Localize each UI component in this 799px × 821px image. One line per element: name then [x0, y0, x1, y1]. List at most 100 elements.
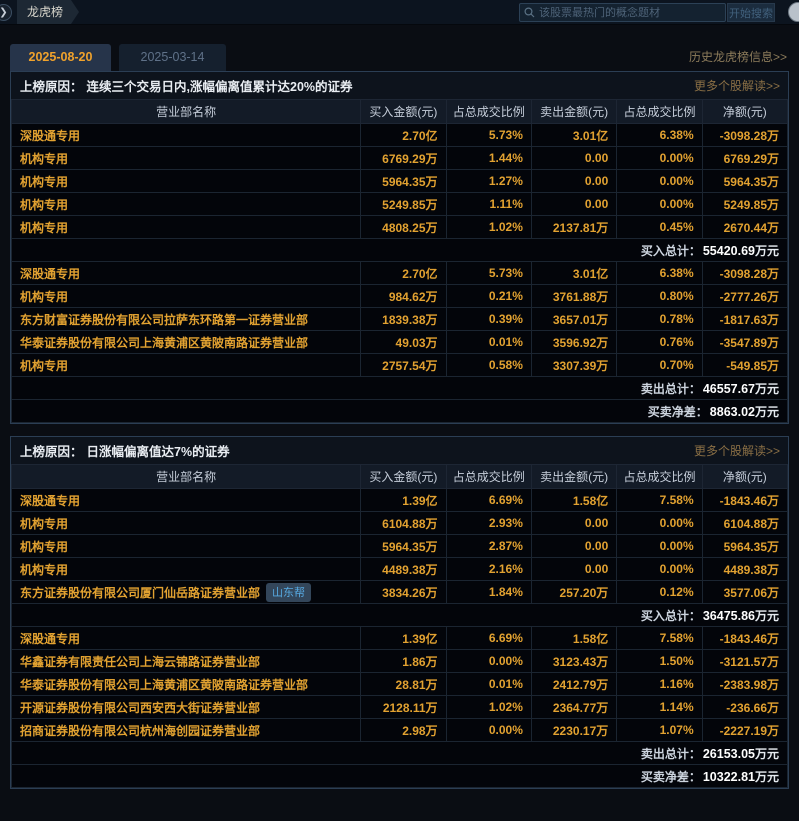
broker-table: 营业部名称 买入金额(元) 占总成交比例 卖出金额(元) 占总成交比例 净额(元) 深股通… — [10, 464, 789, 788]
table-row[interactable]: 深股通专用 2.70亿 5.73% 3.01亿 6.38% -3098.28万 — [10, 123, 789, 147]
sell-pct-cell: 0.45% — [616, 215, 703, 239]
total-unit: 万元 — [754, 381, 779, 396]
sections-container: 上榜原因： 连续三个交易日内,涨幅偏离值累计达20%的证券 更多个股解读>> 营… — [0, 71, 799, 789]
table-row[interactable]: 深股通专用 1.39亿 6.69% 1.58亿 7.58% -1843.46万 — [10, 488, 789, 512]
sell-pct-cell: 7.58% — [616, 626, 703, 650]
total-value: 8863.02 — [709, 404, 755, 419]
branch-name-cell: 开源证券股份有限公司西安西大街证券营业部 — [10, 695, 362, 719]
branch-name: 机构专用 — [20, 174, 69, 189]
table-row[interactable]: 机构专用 6104.88万 2.93% 0.00 0.00% 6104.88万 — [10, 511, 789, 535]
net-amount-cell: 3577.06万 — [701, 580, 789, 604]
buy-pct-cell: 0.21% — [445, 284, 532, 308]
sell-amount-cell: 3123.43万 — [530, 649, 618, 673]
tab-date-previous[interactable]: 2025-03-14 — [119, 44, 226, 71]
buy-pct-cell: 1.11% — [445, 192, 532, 216]
branch-name: 招商证券股份有限公司杭州海创园证券营业部 — [20, 723, 261, 738]
corner-avatar-icon[interactable] — [788, 2, 799, 22]
branch-name-cell: 东方财富证券股份有限公司拉萨东环路第一证券营业部 — [10, 307, 362, 331]
sell-total-row: 卖出总计： 26153.05万元 — [11, 741, 788, 765]
sell-pct-cell: 1.14% — [616, 695, 703, 719]
branch-name: 机构专用 — [20, 358, 69, 373]
page-title: 龙虎榜 — [17, 0, 79, 24]
branch-name-cell: 机构专用 — [10, 169, 362, 193]
sell-pct-cell: 0.00% — [616, 534, 703, 558]
table-row[interactable]: 机构专用 984.62万 0.21% 3761.88万 0.80% -2777.26万 — [10, 284, 789, 308]
net-amount-cell: -549.85万 — [701, 353, 789, 377]
net-amount-cell: -1843.46万 — [701, 626, 789, 650]
sell-pct-cell: 0.80% — [616, 284, 703, 308]
sell-pct-cell: 0.00% — [616, 146, 703, 170]
table-row[interactable]: 东方证券股份有限公司厦门仙岳路证券营业部 山东帮 3834.26万 1.84% 257.… — [10, 580, 789, 604]
column-header: 买入金额(元) — [360, 464, 447, 489]
net-amount-cell: -2383.98万 — [701, 672, 789, 696]
table-row[interactable]: 东方财富证券股份有限公司拉萨东环路第一证券营业部 1839.38万 0.39% 365… — [10, 307, 789, 331]
table-row[interactable]: 机构专用 4489.38万 2.16% 0.00 0.00% 4489.38万 — [10, 557, 789, 581]
branch-name: 开源证券股份有限公司西安西大街证券营业部 — [20, 700, 261, 715]
buy-pct-cell: 0.01% — [445, 672, 532, 696]
reason-label: 上榜原因： — [20, 445, 83, 459]
reason-bar: 上榜原因： 日涨幅偏离值达7%的证券 更多个股解读>> — [11, 437, 788, 464]
column-header: 营业部名称 — [10, 464, 362, 489]
search-start-button[interactable]: 开始搜索 — [727, 3, 775, 22]
table-row[interactable]: 机构专用 4808.25万 1.02% 2137.81万 0.45% 2670.44万 — [10, 215, 789, 239]
table-row[interactable]: 深股通专用 2.70亿 5.73% 3.01亿 6.38% -3098.28万 — [10, 261, 789, 285]
branch-name-cell: 深股通专用 — [10, 488, 362, 512]
tab-date-current[interactable]: 2025-08-20 — [10, 44, 111, 71]
branch-name-cell: 机构专用 — [10, 192, 362, 216]
net-amount-cell: 2670.44万 — [701, 215, 789, 239]
search-box[interactable] — [519, 3, 726, 22]
history-longhu-link[interactable]: 历史龙虎榜信息>> — [688, 50, 787, 64]
date-tabs-bar: 2025-08-20 2025-03-14 历史龙虎榜信息>> — [10, 44, 789, 71]
branch-name: 华泰证券股份有限公司上海黄浦区黄陂南路证券营业部 — [20, 335, 309, 350]
table-row[interactable]: 开源证券股份有限公司西安西大街证券营业部 2128.11万 1.02% 2364.77… — [10, 695, 789, 719]
branch-name: 深股通专用 — [20, 631, 81, 646]
total-label: 买卖净差： — [640, 769, 701, 784]
table-row[interactable]: 机构专用 5964.35万 2.87% 0.00 0.00% 5964.35万 — [10, 534, 789, 558]
branch-name: 东方财富证券股份有限公司拉萨东环路第一证券营业部 — [20, 312, 309, 327]
table-row[interactable]: 机构专用 2757.54万 0.58% 3307.39万 0.70% -549.85万 — [10, 353, 789, 377]
table-row[interactable]: 华泰证券股份有限公司上海黄浦区黄陂南路证券营业部 28.81万 0.01% 2412.… — [10, 672, 789, 696]
table-row[interactable]: 华泰证券股份有限公司上海黄浦区黄陂南路证券营业部 49.03万 0.01% 3596.… — [10, 330, 789, 354]
search-input[interactable] — [539, 6, 721, 19]
total-unit: 万元 — [754, 608, 779, 623]
buy-amount-cell: 3834.26万 — [360, 580, 447, 604]
branch-name-cell: 机构专用 — [10, 284, 362, 308]
table-row[interactable]: 华鑫证券有限责任公司上海云锦路证券营业部 1.86万 0.00% 3123.43万 1.… — [10, 649, 789, 673]
sell-amount-cell: 2230.17万 — [530, 718, 618, 742]
sell-pct-cell: 0.78% — [616, 307, 703, 331]
search-icon — [524, 7, 535, 18]
table-row[interactable]: 深股通专用 1.39亿 6.69% 1.58亿 7.58% -1843.46万 — [10, 626, 789, 650]
buy-pct-cell: 0.00% — [445, 718, 532, 742]
total-value: 46557.67 — [702, 381, 755, 396]
table-row[interactable]: 机构专用 5249.85万 1.11% 0.00 0.00% 5249.85万 — [10, 192, 789, 216]
sell-amount-cell: 0.00 — [530, 169, 618, 193]
more-interpretation-link[interactable]: 更多个股解读>> — [693, 444, 780, 458]
table-row[interactable]: 机构专用 6769.29万 1.44% 0.00 0.00% 6769.29万 — [10, 146, 789, 170]
buy-pct-cell: 0.39% — [445, 307, 532, 331]
column-header: 占总成交比例 — [445, 464, 532, 489]
total-label: 买入总计： — [640, 608, 701, 623]
buy-amount-cell: 5249.85万 — [360, 192, 447, 216]
chevron-right-icon[interactable]: ❯ — [0, 3, 12, 21]
sell-pct-cell: 7.58% — [616, 488, 703, 512]
more-interpretation-link[interactable]: 更多个股解读>> — [693, 79, 780, 93]
buy-pct-cell: 5.73% — [445, 261, 532, 285]
sell-amount-cell: 0.00 — [530, 557, 618, 581]
branch-name-cell: 机构专用 — [10, 511, 362, 535]
buy-pct-cell: 1.02% — [445, 695, 532, 719]
net-amount-cell: -3121.57万 — [701, 649, 789, 673]
buy-amount-cell: 1839.38万 — [360, 307, 447, 331]
table-row[interactable]: 机构专用 5964.35万 1.27% 0.00 0.00% 5964.35万 — [10, 169, 789, 193]
total-value: 26153.05 — [702, 746, 755, 761]
net-diff-row: 买卖净差： 10322.81万元 — [11, 764, 788, 788]
buy-amount-cell: 5964.35万 — [360, 534, 447, 558]
sell-pct-cell: 0.00% — [616, 557, 703, 581]
buy-amount-cell: 1.86万 — [360, 649, 447, 673]
sell-amount-cell: 1.58亿 — [530, 488, 618, 512]
net-amount-cell: -2227.19万 — [701, 718, 789, 742]
table-row[interactable]: 招商证券股份有限公司杭州海创园证券营业部 2.98万 0.00% 2230.17万 1.… — [10, 718, 789, 742]
sell-amount-cell: 3.01亿 — [530, 123, 618, 147]
column-header: 占总成交比例 — [616, 99, 703, 124]
sell-pct-cell: 0.00% — [616, 511, 703, 535]
broker-table: 营业部名称 买入金额(元) 占总成交比例 卖出金额(元) 占总成交比例 净额(元) 深股通… — [10, 99, 789, 423]
